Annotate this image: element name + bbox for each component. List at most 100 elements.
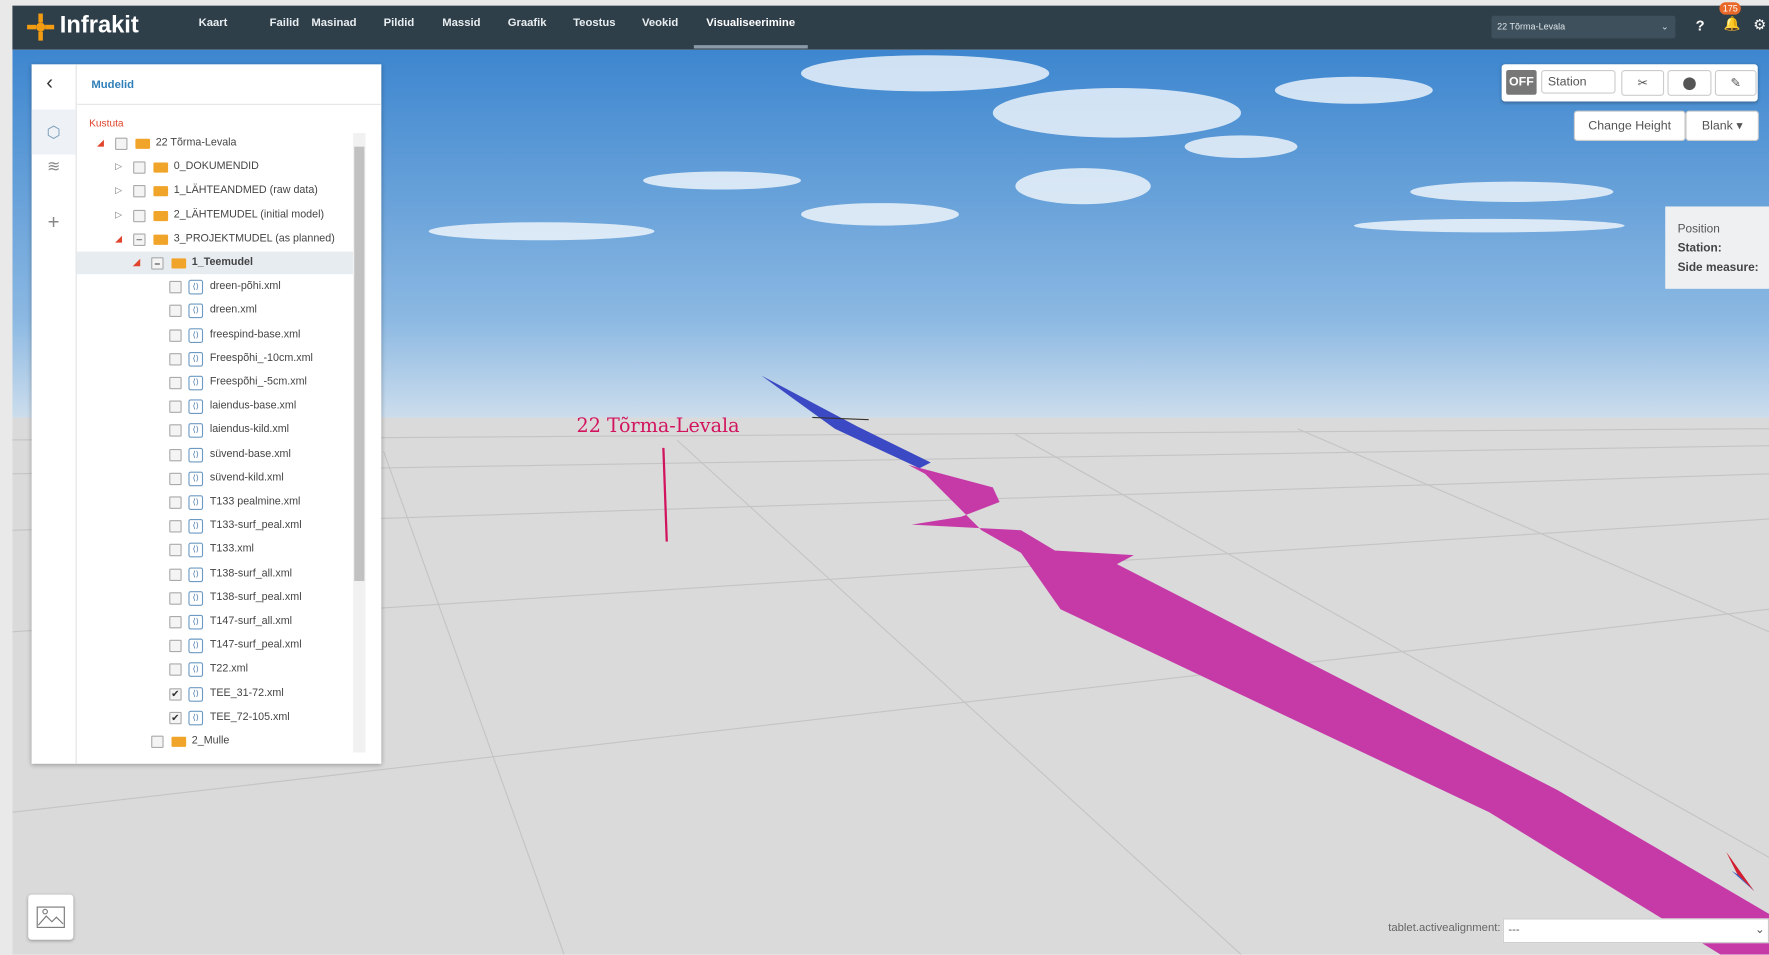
file-icon: ⟨⟩ (188, 375, 204, 391)
tree-label: T138-surf_peal.xml (209, 590, 302, 604)
tree-label: T147-surf_peal.xml (209, 638, 302, 652)
checkbox[interactable] (133, 185, 146, 198)
alignment-select[interactable]: --- ⌄ (1502, 918, 1769, 944)
tree-row[interactable]: ⟨⟩ T22.xml (77, 658, 353, 681)
add[interactable]: + (47, 210, 60, 234)
checkbox[interactable] (169, 496, 182, 509)
file-icon: ⟨⟩ (188, 686, 204, 702)
back[interactable]: ‹ (46, 71, 54, 94)
checkbox[interactable] (169, 448, 182, 461)
nav-item[interactable]: Visualiseerimine (706, 16, 796, 30)
checkbox[interactable] (133, 209, 146, 222)
checkbox[interactable] (169, 544, 182, 557)
tree-row[interactable]: ⟨⟩ süvend-base.xml (77, 443, 353, 466)
folder-icon (135, 138, 151, 149)
tree-row[interactable]: ✔ ⟨⟩ TEE_72-105.xml (77, 706, 353, 729)
checkbox[interactable] (169, 472, 182, 485)
scrollbar[interactable] (353, 133, 366, 753)
checkbox[interactable] (169, 352, 182, 366)
tree-row[interactable]: ◢ – 3_PROJEKTMUDEL (as planned) (77, 228, 353, 251)
tree-row[interactable]: ⟨⟩ Freespõhi_-10cm.xml (77, 347, 353, 370)
logo[interactable]: Infrakit (59, 12, 139, 39)
layers-tab[interactable]: ≋ (46, 156, 61, 175)
checkbox[interactable]: ✔ (169, 687, 182, 701)
checkbox[interactable] (169, 520, 182, 533)
tree-row[interactable]: ⟨⟩ dreen.xml (77, 299, 353, 322)
checkbox[interactable] (133, 161, 146, 174)
toggle[interactable]: OFF (1506, 69, 1537, 95)
nav-item[interactable]: Pildid (383, 16, 415, 30)
checkbox[interactable] (151, 735, 164, 748)
nav-item[interactable]: Failid (269, 16, 300, 30)
checkbox[interactable] (169, 639, 182, 653)
models-tab[interactable]: ⬡ (31, 109, 76, 155)
delete[interactable]: Kustuta (89, 117, 124, 129)
tree-row[interactable]: ⟨⟩ laiendus-kild.xml (77, 419, 353, 442)
blank-select[interactable]: Blank ▾ (1685, 110, 1759, 142)
nav-item[interactable]: Kaart (198, 16, 228, 30)
checkbox[interactable] (169, 424, 182, 438)
checkbox[interactable] (169, 305, 182, 318)
file-icon: ⟨⟩ (188, 447, 204, 463)
expander[interactable]: ▷ (115, 209, 123, 220)
checkbox[interactable] (169, 281, 182, 294)
tree-label: T133 pealmine.xml (209, 495, 301, 508)
tree-row[interactable]: ⟨⟩ laiendus-base.xml (77, 395, 353, 418)
nav-item[interactable]: Massid (442, 16, 481, 30)
tree-row[interactable]: ⟨⟩ T138-surf_all.xml (77, 563, 353, 586)
expander[interactable]: ▷ (115, 161, 123, 172)
tree-label: T22.xml (209, 662, 248, 676)
edit[interactable]: ✎ (1714, 69, 1757, 96)
tree-row[interactable]: ⟨⟩ dreen-põhi.xml (77, 275, 353, 298)
nav-underline (693, 45, 808, 49)
nav-item[interactable]: Veokid (641, 16, 679, 30)
tree-row[interactable]: ⟨⟩ Freespõhi_-5cm.xml (77, 371, 353, 394)
expander[interactable]: ◢ (115, 233, 123, 244)
nav-item[interactable]: Masinad (311, 16, 357, 30)
tree-row[interactable]: ⟨⟩ süvend-kild.xml (77, 467, 353, 490)
checkbox[interactable] (169, 328, 182, 342)
checkbox[interactable] (169, 615, 182, 629)
notifications[interactable]: 🔔 (1723, 15, 1741, 32)
nav-item[interactable]: Teostus (573, 16, 616, 30)
side-label: Side measure: (1677, 260, 1759, 275)
project-select[interactable]: 22 Tõrma-Levala ⌄ (1491, 15, 1676, 39)
tree-label: dreen-põhi.xml (209, 280, 281, 293)
side-rail: ‹ ⬡ ≋ + (31, 64, 77, 764)
image-button[interactable] (28, 894, 74, 940)
tree-row[interactable]: ⟨⟩ T133 pealmine.xml (77, 491, 353, 514)
checkbox[interactable]: ✔ (169, 711, 182, 725)
checkbox[interactable]: – (151, 257, 164, 270)
tree-row[interactable]: ▷ 2_LÄHTEMUDEL (initial model) (77, 204, 353, 227)
checkbox[interactable]: – (133, 233, 146, 246)
checkbox[interactable] (115, 137, 128, 151)
tree-row[interactable]: ⟨⟩ T133.xml (77, 539, 353, 562)
tree-row[interactable]: ◢ – 1_Teemudel (76, 251, 354, 275)
tree-row[interactable]: 2_Mulle (77, 730, 353, 753)
checkbox[interactable] (169, 400, 182, 414)
tree-label: 1_Teemudel (191, 256, 253, 269)
tree-row[interactable]: ⟨⟩ T147-surf_peal.xml (77, 634, 353, 657)
tree-row[interactable]: ▷ 1_LÄHTEANDMED (raw data) (77, 180, 353, 203)
expander[interactable]: ◢ (133, 257, 141, 268)
checkbox[interactable] (169, 376, 182, 390)
expander[interactable]: ▷ (115, 185, 123, 196)
tree-row[interactable]: ⟨⟩ T133-surf_peal.xml (77, 515, 353, 538)
tree-row[interactable]: ▷ 0_DOKUMENDID (77, 156, 353, 179)
station-input[interactable]: Station (1541, 69, 1616, 94)
pin[interactable]: ⬤ (1667, 69, 1712, 96)
tree-row[interactable]: ⟨⟩ freespind-base.xml (77, 323, 353, 346)
checkbox[interactable] (169, 592, 182, 605)
change-height[interactable]: Change Height (1573, 110, 1686, 142)
expander[interactable]: ◢ (97, 137, 104, 148)
tree-row[interactable]: ✔ ⟨⟩ TEE_31-72.xml (77, 682, 353, 705)
settings[interactable]: ⚙ (1753, 15, 1767, 33)
nav-item[interactable]: Graafik (507, 16, 547, 30)
cut[interactable]: ✂ (1621, 69, 1665, 96)
tree-row[interactable]: ⟨⟩ T147-surf_all.xml (77, 610, 353, 633)
tree-row[interactable]: ◢ 22 Tõrma-Levala (77, 132, 353, 155)
checkbox[interactable] (169, 568, 182, 581)
tree-row[interactable]: ⟨⟩ T138-surf_peal.xml (77, 586, 353, 609)
checkbox[interactable] (169, 663, 182, 677)
help[interactable]: ? (1695, 16, 1705, 34)
